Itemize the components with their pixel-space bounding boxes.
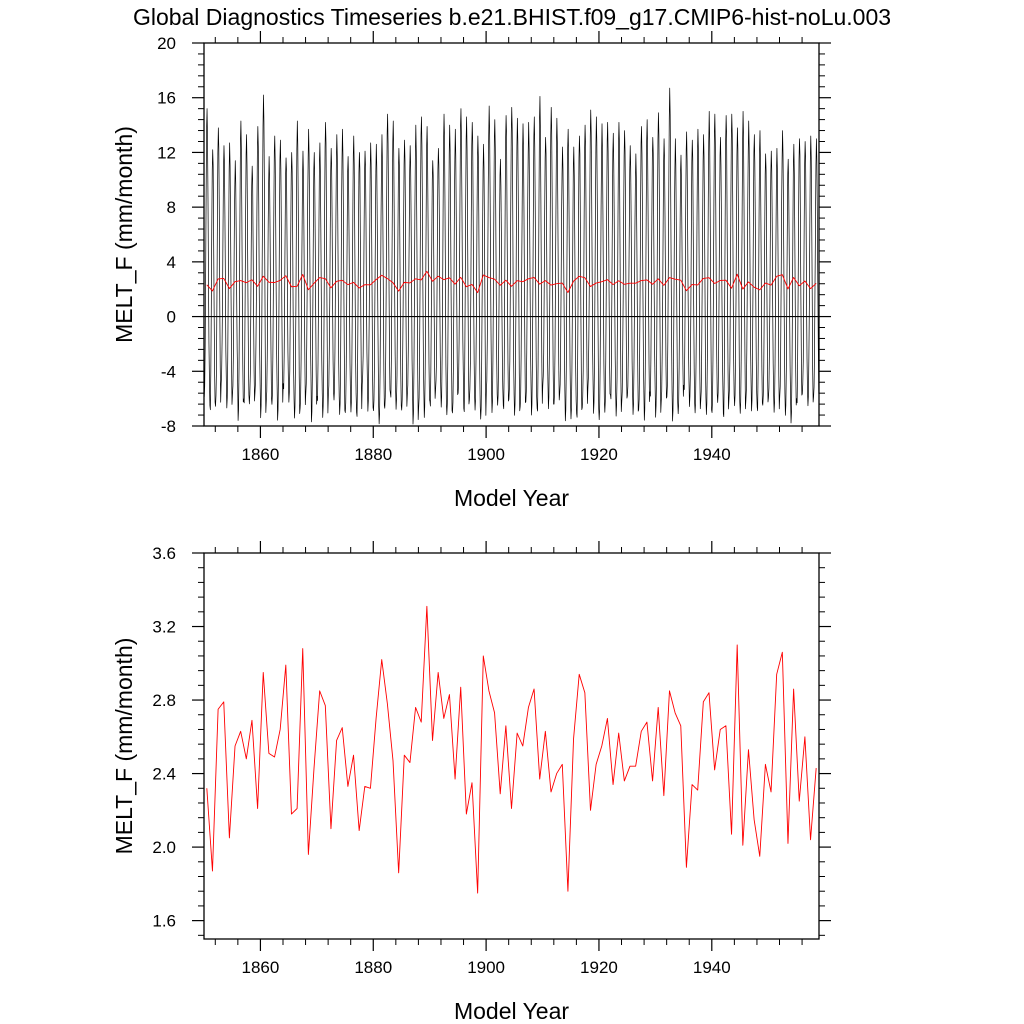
bottom-chart-x-tick-label: 1860 xyxy=(242,958,280,977)
top-chart-x-tick-label: 1860 xyxy=(242,445,280,464)
bottom-panel: 1860 1880 1900 1920 1940 1.6 2.0 2.4 2.8 3.2 3.6 Mo… xyxy=(111,541,831,1024)
bottom-chart-series-0-line xyxy=(206,605,817,894)
top-chart-y-tick-label: 4 xyxy=(167,253,176,272)
bottom-chart-y-tick-label: 2.4 xyxy=(152,765,176,784)
top-chart-y-tick-label: 12 xyxy=(157,143,176,162)
top-chart-y-tick-label: 20 xyxy=(157,34,176,53)
bottom-chart-x-tick-label: 1920 xyxy=(580,958,618,977)
bottom-chart-y-tick-label: 1.6 xyxy=(152,912,176,931)
bottom-chart-y-axis-title: MELT_F (mm/month) xyxy=(111,638,137,855)
bottom-chart-x-tick-label: 1900 xyxy=(467,958,505,977)
top-chart-y-tick-label: -4 xyxy=(161,362,176,381)
top-chart-series-0-line xyxy=(203,87,820,425)
top-chart-x-tick-label: 1920 xyxy=(580,445,618,464)
top-chart-y-tick-label: -8 xyxy=(161,417,176,436)
bottom-chart-y-tick-label: 3.2 xyxy=(152,618,176,637)
top-chart-frame xyxy=(203,42,820,427)
bottom-chart-x-axis-title: Model Year xyxy=(454,998,569,1024)
top-panel: 1860 1880 1900 1920 1940 -8 -4 0 4 8 12 16 20 Model Y… xyxy=(111,31,831,511)
bottom-chart-x-tick-label: 1940 xyxy=(693,958,731,977)
top-chart-y-tick-label: 16 xyxy=(157,89,176,108)
bottom-chart-frame xyxy=(203,552,820,940)
top-chart-y-axis-title: MELT_F (mm/month) xyxy=(111,126,137,343)
bottom-chart-x-tick-label: 1880 xyxy=(354,958,392,977)
top-chart-x-tick-label: 1940 xyxy=(693,445,731,464)
bottom-chart-y-tick-label: 2.0 xyxy=(152,838,176,857)
bottom-chart-y-tick-label: 3.6 xyxy=(152,544,176,563)
top-chart-series-1-line xyxy=(206,270,817,294)
top-chart-x-axis-title: Model Year xyxy=(454,485,569,511)
top-chart-x-tick-label: 1900 xyxy=(467,445,505,464)
figure-title: Global Diagnostics Timeseries b.e21.BHIS… xyxy=(133,4,891,30)
bottom-chart-y-tick-label: 2.8 xyxy=(152,691,176,710)
top-chart-x-tick-label: 1880 xyxy=(354,445,392,464)
top-chart-y-tick-label: 8 xyxy=(167,198,176,217)
top-chart-y-tick-label: 0 xyxy=(167,308,176,327)
